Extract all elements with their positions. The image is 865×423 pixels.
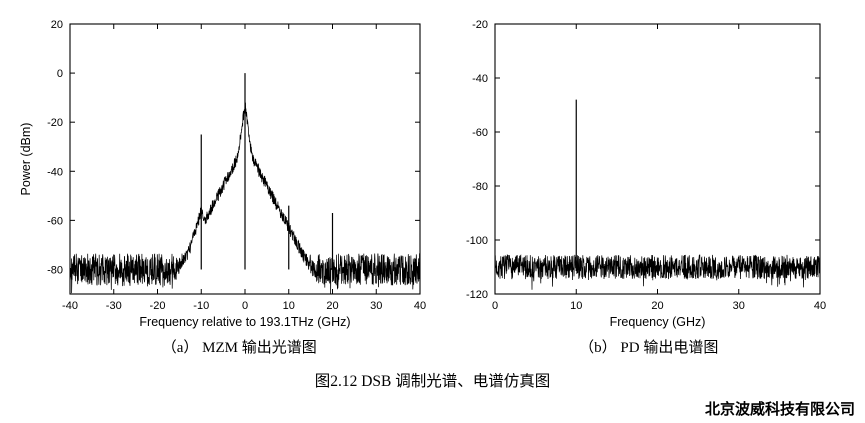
- svg-text:40: 40: [814, 300, 826, 312]
- svg-text:0: 0: [242, 300, 248, 312]
- figure-caption: 图2.12 DSB 调制光谱、电谱仿真图: [314, 373, 551, 390]
- subcaption-b: （b） PD 输出电谱图: [579, 340, 719, 356]
- svg-text:-120: -120: [466, 289, 488, 301]
- svg-text:Power (dBm): Power (dBm): [19, 123, 33, 196]
- company-watermark: 北京波威科技有限公司: [704, 402, 855, 418]
- svg-text:40: 40: [414, 300, 426, 312]
- svg-text:0: 0: [57, 68, 63, 80]
- svg-text:-80: -80: [472, 181, 488, 193]
- svg-text:-30: -30: [106, 300, 122, 312]
- svg-text:Frequency relative to 193.1THz: Frequency relative to 193.1THz (GHz): [139, 315, 350, 329]
- svg-text:-40: -40: [47, 166, 63, 178]
- charts-row: -40 -30 -20 -10 0 10 20 30 40 20 0 -20 -40 -60 -80 Freq…: [19, 19, 826, 329]
- svg-text:0: 0: [492, 300, 498, 312]
- subcaption-a: （a） MZM 输出光谱图: [161, 340, 317, 356]
- svg-text:20: 20: [51, 19, 63, 31]
- svg-text:-40: -40: [62, 300, 78, 312]
- svg-text:-80: -80: [47, 264, 63, 276]
- svg-text:Frequency (GHz): Frequency (GHz): [610, 315, 706, 329]
- svg-text:10: 10: [570, 300, 582, 312]
- svg-text:20: 20: [651, 300, 663, 312]
- pd-electrical-spectrum-chart: 0 10 20 30 40 -20 -40 -60 -80 -100 -120 Frequency (…: [466, 19, 826, 329]
- svg-text:-100: -100: [466, 235, 488, 247]
- subcaptions-row: （a） MZM 输出光谱图 （b） PD 输出电谱图: [0, 336, 865, 357]
- mzm-optical-spectrum-chart: -40 -30 -20 -10 0 10 20 30 40 20 0 -20 -40 -60 -80 Freq…: [19, 19, 426, 329]
- svg-text:20: 20: [326, 300, 338, 312]
- svg-text:-20: -20: [47, 117, 63, 129]
- figure-page: -40 -30 -20 -10 0 10 20 30 40 20 0 -20 -40 -60 -80 Freq…: [0, 19, 865, 418]
- svg-text:-20: -20: [150, 300, 166, 312]
- svg-text:30: 30: [733, 300, 745, 312]
- svg-text:10: 10: [283, 300, 295, 312]
- svg-text:30: 30: [370, 300, 382, 312]
- svg-text:-10: -10: [193, 300, 209, 312]
- svg-text:-60: -60: [47, 215, 63, 227]
- svg-text:-40: -40: [472, 73, 488, 85]
- svg-text:-20: -20: [472, 19, 488, 31]
- svg-text:-60: -60: [472, 127, 488, 139]
